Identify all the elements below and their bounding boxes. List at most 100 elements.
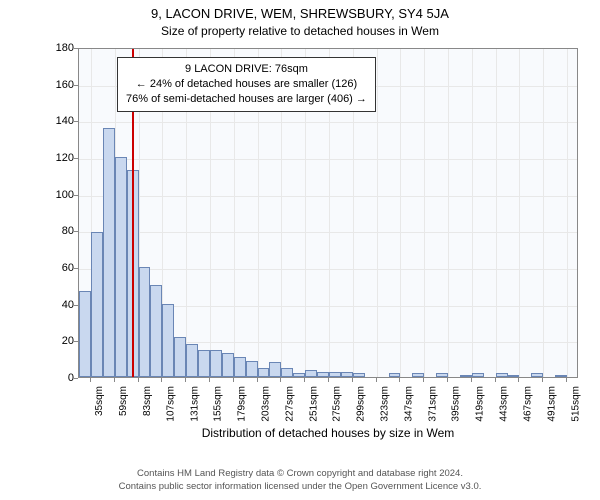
xtick-label: 443sqm [499, 386, 510, 422]
histogram-bar [115, 157, 127, 377]
ytick-label: 40 [44, 299, 74, 311]
gridline-v [448, 49, 449, 377]
histogram-bar [353, 373, 365, 377]
gridline-v [424, 49, 425, 377]
ytick-label: 160 [44, 79, 74, 91]
ytick-mark [74, 158, 78, 159]
histogram-bar [103, 128, 115, 377]
xtick-label: 227sqm [284, 386, 295, 422]
chart-container: 9, LACON DRIVE, WEM, SHREWSBURY, SY4 5JA… [0, 0, 600, 500]
histogram-bar [460, 375, 472, 377]
ytick-label: 20 [44, 335, 74, 347]
ytick-mark [74, 121, 78, 122]
annotation-line-3: 76% of semi-detached houses are larger (… [126, 92, 367, 107]
ytick-label: 140 [44, 115, 74, 127]
xtick-mark [376, 378, 377, 382]
ytick-mark [74, 48, 78, 49]
xtick-label: 179sqm [237, 386, 248, 422]
gridline-v [377, 49, 378, 377]
histogram-bar [174, 337, 186, 377]
histogram-bar [91, 232, 103, 377]
gridline-h [79, 122, 577, 123]
xtick-mark [423, 378, 424, 382]
xtick-label: 83sqm [142, 386, 153, 416]
xtick-label: 467sqm [522, 386, 533, 422]
histogram-bar [317, 372, 329, 378]
histogram-bar [412, 373, 424, 377]
xtick-label: 275sqm [332, 386, 343, 422]
footer-line-2: Contains public sector information licen… [0, 481, 600, 494]
xtick-mark [495, 378, 496, 382]
xtick-label: 155sqm [213, 386, 224, 422]
ytick-mark [74, 231, 78, 232]
xtick-label: 59sqm [118, 386, 129, 416]
gridline-h [79, 159, 577, 160]
histogram-bar [222, 353, 234, 377]
ytick-label: 180 [44, 42, 74, 54]
gridline-v [496, 49, 497, 377]
xtick-mark [352, 378, 353, 382]
xtick-mark [304, 378, 305, 382]
xtick-mark [447, 378, 448, 382]
histogram-bar [555, 375, 567, 377]
gridline-v [543, 49, 544, 377]
histogram-bar [198, 350, 210, 378]
xtick-label: 107sqm [165, 386, 176, 422]
ytick-label: 60 [44, 262, 74, 274]
xtick-label: 491sqm [546, 386, 557, 422]
histogram-bar [150, 285, 162, 377]
histogram-bar [281, 368, 293, 377]
x-axis-label: Distribution of detached houses by size … [78, 426, 578, 440]
histogram-bar [305, 370, 317, 377]
annotation-line-1: 9 LACON DRIVE: 76sqm [126, 62, 367, 77]
annotation-box: 9 LACON DRIVE: 76sqm← 24% of detached ho… [117, 57, 376, 112]
xtick-mark [257, 378, 258, 382]
ytick-mark [74, 305, 78, 306]
xtick-mark [280, 378, 281, 382]
histogram-bar [258, 368, 270, 377]
xtick-label: 203sqm [261, 386, 272, 422]
histogram-bar [496, 373, 508, 377]
xtick-label: 371sqm [427, 386, 438, 422]
histogram-bar [210, 350, 222, 378]
ytick-label: 0 [44, 372, 74, 384]
xtick-mark [542, 378, 543, 382]
histogram-bar [508, 375, 520, 377]
histogram-bar [329, 372, 341, 378]
xtick-mark [518, 378, 519, 382]
xtick-mark [138, 378, 139, 382]
xtick-mark [90, 378, 91, 382]
ytick-mark [74, 268, 78, 269]
chart-subtitle: Size of property relative to detached ho… [0, 21, 600, 42]
ytick-label: 100 [44, 189, 74, 201]
histogram-bar [246, 361, 258, 378]
histogram-bar [234, 357, 246, 377]
xtick-mark [328, 378, 329, 382]
xtick-mark [233, 378, 234, 382]
ytick-label: 80 [44, 225, 74, 237]
ytick-mark [74, 341, 78, 342]
xtick-label: 131sqm [189, 386, 200, 422]
histogram-bar [436, 373, 448, 377]
xtick-label: 419sqm [475, 386, 486, 422]
histogram-bar [531, 373, 543, 377]
xtick-mark [566, 378, 567, 382]
gridline-v [519, 49, 520, 377]
chart-wrap: Number of detached properties 9 LACON DR… [44, 48, 584, 418]
histogram-bar [79, 291, 91, 377]
annotation-line-2: ← 24% of detached houses are smaller (12… [126, 77, 367, 92]
footer-line-1: Contains HM Land Registry data © Crown c… [0, 468, 600, 481]
xtick-mark [114, 378, 115, 382]
plot-area: 9 LACON DRIVE: 76sqm← 24% of detached ho… [78, 48, 578, 378]
xtick-label: 323sqm [380, 386, 391, 422]
xtick-label: 35sqm [94, 386, 105, 416]
xtick-label: 395sqm [451, 386, 462, 422]
histogram-bar [293, 373, 305, 377]
histogram-bar [162, 304, 174, 377]
chart-footer: Contains HM Land Registry data © Crown c… [0, 468, 600, 494]
gridline-v [567, 49, 568, 377]
xtick-mark [161, 378, 162, 382]
xtick-mark [209, 378, 210, 382]
xtick-mark [185, 378, 186, 382]
chart-title: 9, LACON DRIVE, WEM, SHREWSBURY, SY4 5JA [0, 0, 600, 21]
